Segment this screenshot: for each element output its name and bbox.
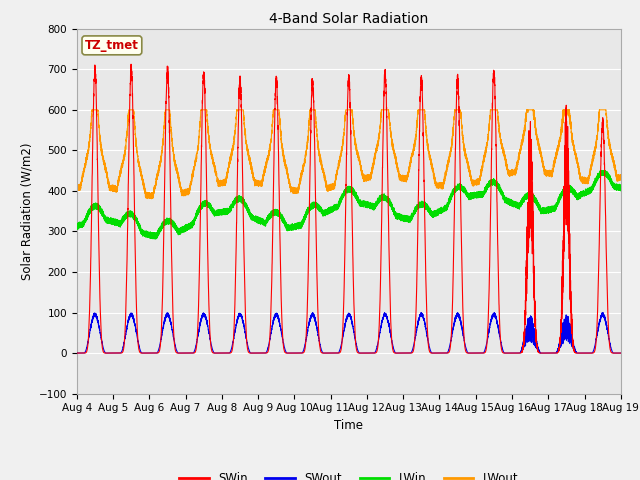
Line: SWout: SWout xyxy=(77,313,640,353)
Line: LWin: LWin xyxy=(77,171,640,239)
LWin xyxy=(93,202,101,208)
LWout xyxy=(73,186,81,192)
SWin xyxy=(509,350,516,356)
Text: TZ_tmet: TZ_tmet xyxy=(85,39,139,52)
SWout xyxy=(309,310,317,316)
SWin xyxy=(223,350,231,356)
LWin xyxy=(509,198,516,204)
SWout xyxy=(333,350,341,356)
SWin xyxy=(73,350,81,356)
SWin xyxy=(333,350,341,356)
SWout xyxy=(579,350,587,356)
Legend: SWin, SWout, LWin, LWout: SWin, SWout, LWin, LWout xyxy=(174,468,524,480)
SWout xyxy=(93,314,101,320)
LWin xyxy=(579,191,587,196)
LWout xyxy=(148,196,156,202)
SWin xyxy=(127,61,135,67)
X-axis label: Time: Time xyxy=(334,419,364,432)
LWout xyxy=(88,107,96,113)
LWout xyxy=(93,107,101,113)
LWin xyxy=(73,221,81,227)
LWout xyxy=(509,172,516,178)
SWin xyxy=(252,350,259,356)
Title: 4-Band Solar Radiation: 4-Band Solar Radiation xyxy=(269,12,428,26)
LWin xyxy=(333,202,341,207)
SWout xyxy=(223,350,231,356)
Y-axis label: Solar Radiation (W/m2): Solar Radiation (W/m2) xyxy=(20,143,33,280)
SWout xyxy=(251,350,259,356)
Line: SWin: SWin xyxy=(77,64,640,353)
LWout xyxy=(252,177,259,183)
SWin xyxy=(579,350,587,356)
SWin xyxy=(93,137,101,143)
LWin xyxy=(152,236,160,242)
Line: LWout: LWout xyxy=(77,110,640,199)
SWout xyxy=(509,350,516,356)
LWout xyxy=(223,169,231,175)
LWin xyxy=(223,209,231,215)
LWin xyxy=(596,168,604,174)
LWout xyxy=(333,170,341,176)
SWout xyxy=(73,350,81,356)
LWout xyxy=(579,180,587,186)
LWin xyxy=(252,215,259,221)
